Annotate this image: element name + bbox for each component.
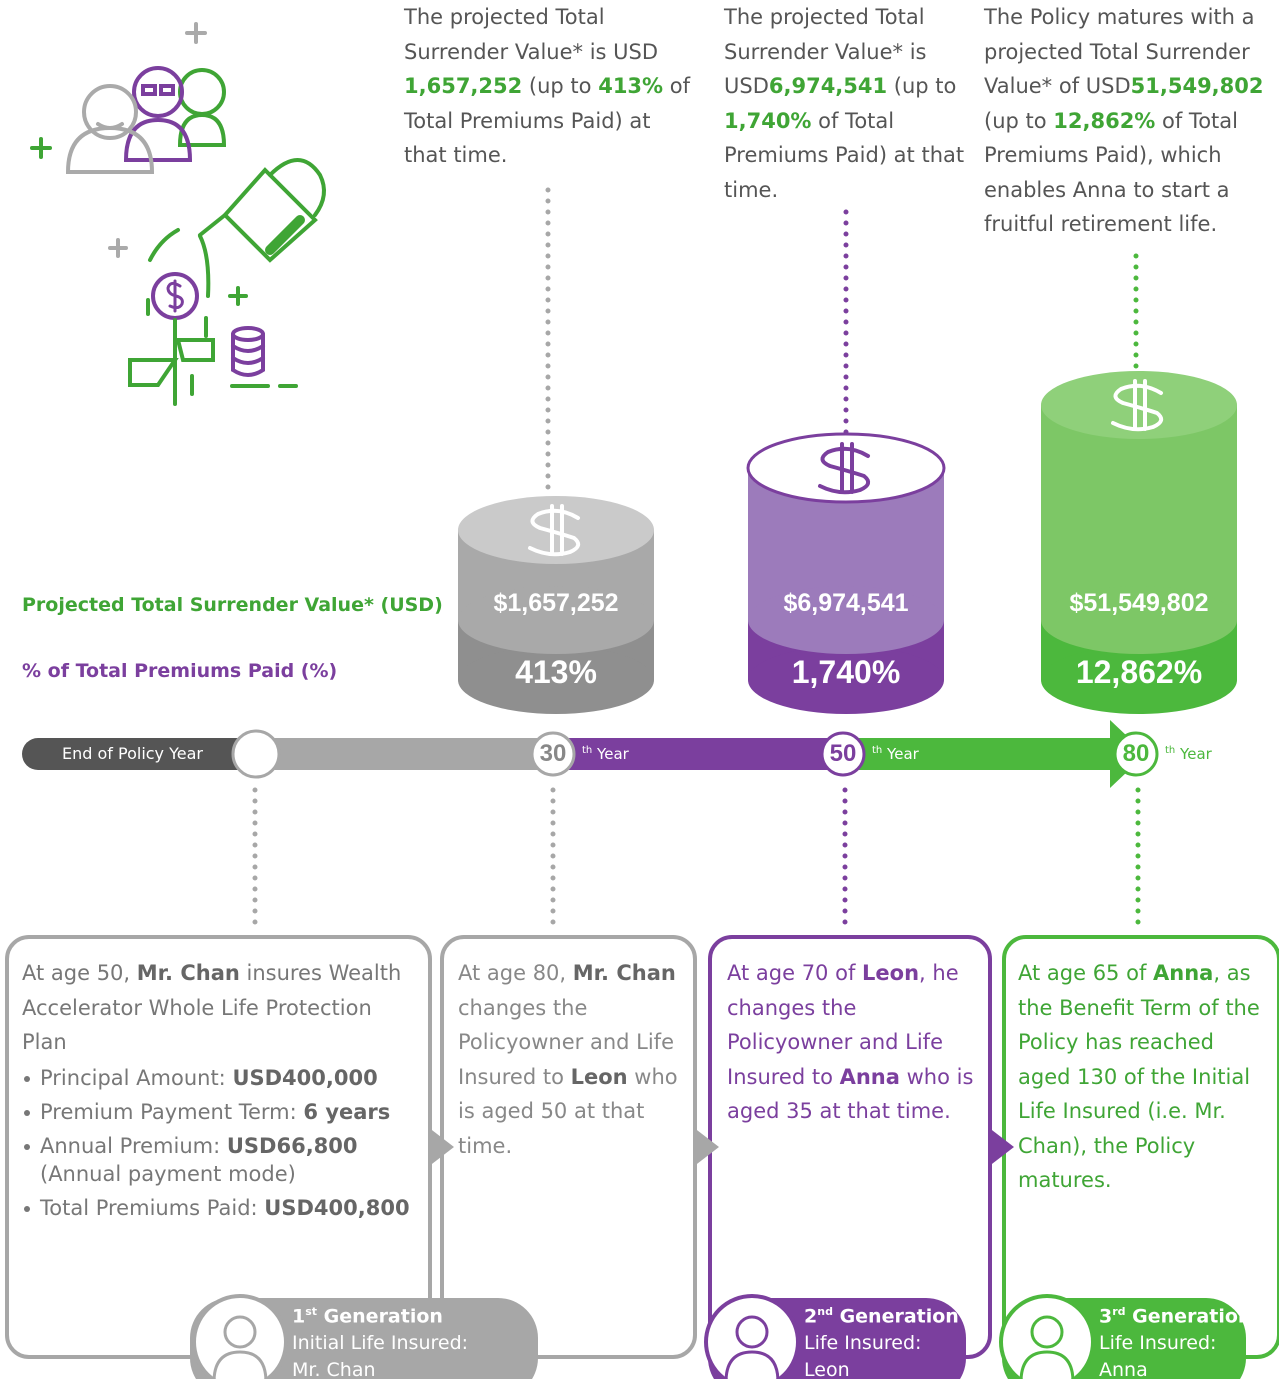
- bold-text: Mr. Chan: [137, 961, 240, 985]
- badge-ordinal-suffix: st: [305, 1305, 317, 1318]
- text: At age 80,: [458, 961, 573, 985]
- bold-text: 413%: [598, 74, 663, 98]
- premium-percent: 1,740%: [746, 654, 946, 691]
- year-label: Year: [887, 745, 919, 763]
- bold-text: USD400,000: [232, 1066, 377, 1090]
- year-number: 80: [1116, 740, 1156, 768]
- card-text: At age 70 of Leon, he changes the Policy…: [727, 956, 977, 1129]
- badge-name: Leon: [804, 1357, 959, 1379]
- badge-title: 1st Generation: [292, 1298, 468, 1330]
- card-text: At age 80, Mr. Chan changes the Policyow…: [458, 956, 680, 1163]
- badge-name: Anna: [1099, 1357, 1251, 1379]
- badge-label: Generation: [324, 1305, 443, 1327]
- bullet: Annual Premium: USD66,800 (Annual paymen…: [40, 1132, 422, 1188]
- badge-ordinal-suffix: rd: [1112, 1305, 1125, 1318]
- year-suffix: th Year: [872, 745, 919, 763]
- bold-text: 51,549,802: [1131, 74, 1264, 98]
- year-ordinal: th: [872, 745, 882, 756]
- year-suffix: th Year: [1165, 745, 1212, 763]
- bold-text: 1,740%: [724, 109, 811, 133]
- badge-title: 2nd Generation: [804, 1298, 959, 1330]
- avatar-circle: [194, 1296, 286, 1379]
- text: , as the Benefit Term of the Policy has …: [1018, 961, 1260, 1192]
- surrender-value: $6,974,541: [746, 589, 946, 618]
- bold-text: 1,657,252: [404, 74, 522, 98]
- badge-ordinal-suffix: nd: [817, 1305, 833, 1318]
- surrender-value: $51,549,802: [1039, 589, 1239, 618]
- text: At age 65 of: [1018, 961, 1153, 985]
- badge-role: Initial Life Insured:: [292, 1330, 468, 1357]
- bold-text: USD400,800: [264, 1196, 409, 1220]
- milestone-description: The projected Total Surrender Value* is …: [724, 0, 970, 207]
- year-number: 50: [823, 740, 863, 768]
- text: Total Premiums Paid:: [40, 1196, 264, 1220]
- badge-label: Generation: [1132, 1305, 1251, 1327]
- badge-role: Life Insured:: [804, 1330, 959, 1357]
- badge-title: 3rd Generation: [1099, 1298, 1251, 1330]
- bold-text: Mr. Chan: [573, 961, 676, 985]
- text: (up to: [887, 74, 956, 98]
- legend-surrender: Projected Total Surrender Value* (USD): [22, 594, 443, 616]
- year-suffix: th Year: [582, 745, 629, 763]
- bullet: Total Premiums Paid: USD400,800: [40, 1194, 422, 1222]
- bold-text: 6,974,541: [769, 74, 887, 98]
- text: At age 50,: [22, 961, 137, 985]
- badge-ordinal: 2: [804, 1305, 817, 1327]
- text: The projected Total Surrender Value* is …: [404, 5, 658, 64]
- text: Principal Amount:: [40, 1066, 232, 1090]
- card-paragraph: At age 65 of Anna, as the Benefit Term o…: [1018, 956, 1273, 1198]
- bold-text: Anna: [1153, 961, 1213, 985]
- timeline-start-marker: [233, 731, 279, 777]
- timeline-start: End of Policy Year: [62, 744, 203, 763]
- text: At age 70 of: [727, 961, 862, 985]
- card-text: At age 65 of Anna, as the Benefit Term o…: [1018, 956, 1273, 1198]
- card-paragraph: At age 70 of Leon, he changes the Policy…: [727, 956, 977, 1129]
- text: (up to: [522, 74, 598, 98]
- text: Premium Payment Term:: [40, 1100, 303, 1124]
- year-label: Year: [597, 745, 629, 763]
- bold-text: Leon: [862, 961, 919, 985]
- text: (up to: [984, 109, 1053, 133]
- badge-role: Life Insured:: [1099, 1330, 1251, 1357]
- text: Annual Premium:: [40, 1134, 227, 1158]
- infographic: Projected Total Surrender Value* (USD) %…: [0, 0, 1279, 1379]
- family-icon: [32, 24, 224, 172]
- card-text: At age 50, Mr. Chan insures Wealth Accel…: [22, 956, 422, 1228]
- premium-percent: 12,862%: [1039, 654, 1239, 691]
- bullet: Principal Amount: USD400,000: [40, 1064, 422, 1092]
- card-paragraph: At age 80, Mr. Chan changes the Policyow…: [458, 956, 680, 1163]
- badge-ordinal: 1: [292, 1305, 305, 1327]
- badge-ordinal: 3: [1099, 1305, 1112, 1327]
- bold-text: Leon: [571, 1065, 628, 1089]
- avatar-circle: [1001, 1296, 1093, 1379]
- bullet: Premium Payment Term: 6 years: [40, 1098, 422, 1126]
- milestone-description: The projected Total Surrender Value* is …: [404, 0, 696, 173]
- bold-text: USD66,800: [227, 1134, 358, 1158]
- text: (Annual payment mode): [40, 1162, 296, 1186]
- milestone-description: The Policy matures with a projected Tota…: [984, 0, 1276, 242]
- bold-text: 6 years: [303, 1100, 390, 1124]
- year-label: Year: [1180, 745, 1212, 763]
- year-ordinal: th: [582, 745, 592, 756]
- year-ordinal: th: [1165, 745, 1175, 756]
- year-number: 30: [533, 740, 573, 768]
- legend-premium: % of Total Premiums Paid (%): [22, 660, 337, 682]
- bold-text: Anna: [840, 1065, 900, 1089]
- premium-percent: 413%: [456, 654, 656, 691]
- card-bullets: Principal Amount: USD400,000 Premium Paym…: [22, 1064, 422, 1222]
- badge-name: Mr. Chan: [292, 1357, 468, 1379]
- card-paragraph: At age 50, Mr. Chan insures Wealth Accel…: [22, 956, 422, 1060]
- growth-icon: [110, 160, 324, 404]
- timeline-bar-gray: [255, 738, 555, 770]
- surrender-value: $1,657,252: [456, 589, 656, 618]
- avatar-circle: [706, 1296, 798, 1379]
- bold-text: 12,862%: [1053, 109, 1155, 133]
- badge-label: Generation: [840, 1305, 959, 1327]
